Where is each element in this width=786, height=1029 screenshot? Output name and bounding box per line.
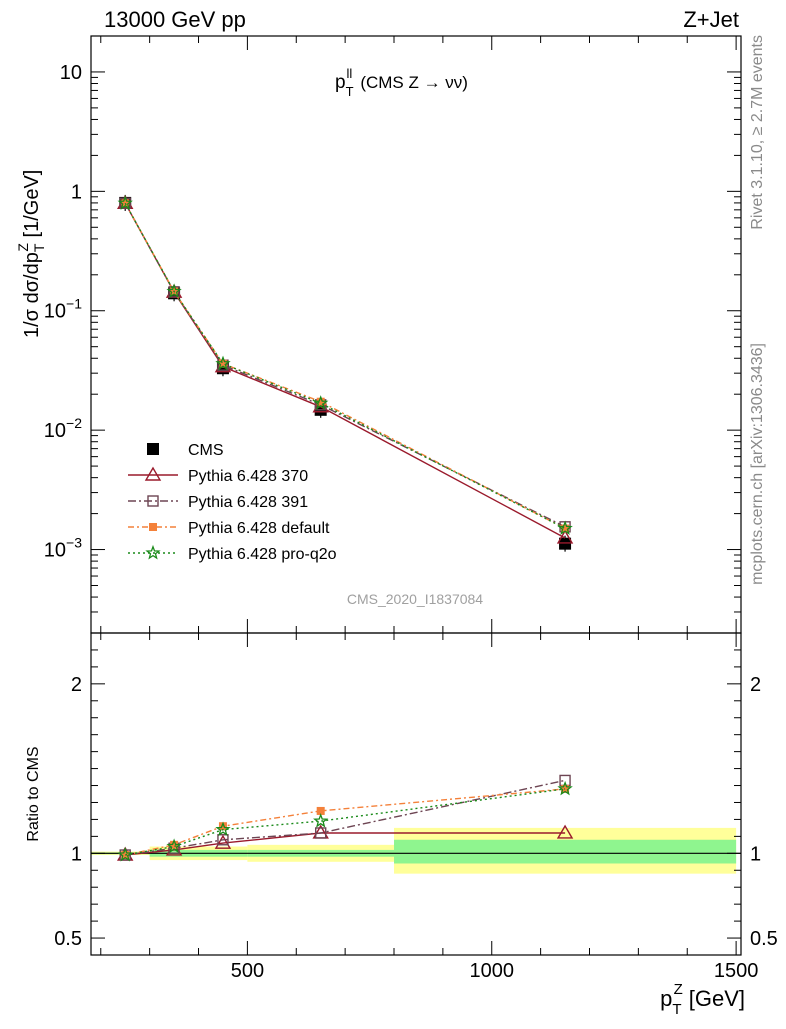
- data-point-pythia-6-428-370: [556, 529, 574, 544]
- main-xticks: [100, 36, 737, 633]
- ratio-line-pythia-6-428-370: [125, 832, 566, 856]
- data-point-pythia-6-428-pro-q2o: [313, 395, 329, 410]
- ratio-marks: [116, 774, 574, 862]
- main-marks: [116, 194, 574, 552]
- ratio-y-tick-label-right: 1: [750, 843, 761, 865]
- ratio-y-tick-label-right: 0.5: [750, 928, 778, 950]
- main-yticks: 10−3 10−2 10−1 1 10: [44, 35, 741, 634]
- header-left: 13000 GeV pp: [104, 7, 246, 32]
- ratio-point-pythia-6-428-pro-q2o: [117, 846, 133, 862]
- series-line-pythia-6-428-pro-q2o: [124, 202, 566, 530]
- ratio-xticks: 500 1000 1500: [100, 633, 759, 982]
- ratio-point-pythia-6-428-default: [170, 840, 179, 849]
- legend: CMS Pythia 6.428 370 Pythia 6.428 391 Pythi…: [128, 442, 337, 563]
- ratio-bands: [91, 827, 737, 874]
- series-line-pythia-6-428-370: [124, 202, 566, 539]
- mcplots-label: mcplots.cern.ch [arXiv:1306.3436]: [749, 343, 766, 585]
- y-tick-label: 10: [60, 62, 82, 84]
- ratio-point-pythia-6-428-370: [556, 824, 574, 839]
- legend-label-cms: CMS: [188, 442, 224, 459]
- ratio-ylabel: Ratio to CMS: [25, 746, 42, 841]
- data-point-pythia-6-428-pro-q2o: [166, 283, 182, 298]
- main-panel: 10−3 10−2 10−1 1 10 pTll (CMS Z → νν) 1/σ dσ/…: [15, 35, 742, 634]
- data-point-pythia-6-428-default: [218, 359, 227, 368]
- ratio-point-pythia-6-428-pro-q2o: [313, 813, 329, 828]
- ratio-line-pythia-6-428-pro-q2o: [125, 788, 566, 856]
- data-point-pythia-6-428-default: [316, 397, 325, 406]
- ratio-point-pythia-6-428-370: [214, 834, 232, 849]
- ratio-frame: [90, 632, 742, 956]
- data-point-pythia-6-428-pro-q2o: [215, 355, 231, 371]
- x-tick-label: 1500: [714, 960, 759, 982]
- legend-marker-cms: [147, 443, 159, 455]
- title-sup: ll: [347, 66, 353, 81]
- legend-marker-pythia-6-428-default: [149, 523, 157, 531]
- xlabel-main: p: [660, 986, 672, 1011]
- ratio-point-pythia-6-428-391: [217, 834, 229, 846]
- main-frame: [90, 35, 742, 634]
- xlabel-sup: Z: [674, 981, 683, 998]
- ratio-y-tick-label-right: 2: [750, 674, 761, 696]
- legend-marker-pythia-6-428-370: [144, 466, 162, 481]
- ratio-point-pythia-6-428-391: [314, 827, 327, 839]
- x-axis-label: pTZ [GeV]: [660, 981, 745, 1018]
- xlabel-rest: [GeV]: [689, 986, 745, 1011]
- ratio-point-pythia-6-428-default: [316, 806, 325, 815]
- ratio-panel: 0.5 0.5 1 1 2 2 500 1000 1500 Ratio to CMS pTZ […: [25, 632, 778, 1018]
- legend-marker-pythia-6-428-pro-q2o: [145, 544, 161, 560]
- x-tick-label: 500: [231, 960, 264, 982]
- ratio-y-tick-label: 2: [71, 674, 82, 696]
- y-tick-label: 1: [71, 181, 82, 203]
- y-tick-label: 10−3: [44, 535, 82, 562]
- y-tick-label: 10−1: [44, 296, 82, 323]
- ratio-line-pythia-6-428-391: [125, 779, 566, 856]
- ratio-point-pythia-6-428-default: [218, 822, 227, 831]
- watermark: CMS_2020_I1837084: [347, 591, 483, 607]
- legend-label-pythia-6-428-pro-q2o: Pythia 6.428 pro-q2o: [188, 546, 337, 563]
- ratio-point-pythia-6-428-pro-q2o: [557, 780, 573, 796]
- title-main: p: [335, 72, 346, 93]
- data-point-pythia-6-428-pro-q2o: [557, 520, 573, 536]
- title-rest: (CMS Z → νν): [360, 73, 468, 92]
- main-ylabel: 1/σ dσ/dpTZ [1/GeV]: [15, 170, 47, 338]
- xlabel-sub: T: [672, 1001, 681, 1018]
- legend-label-pythia-6-428-default: Pythia 6.428 default: [188, 520, 330, 537]
- main-title: pTll (CMS Z → νν): [335, 66, 468, 99]
- title-sub: T: [346, 84, 354, 99]
- x-tick-label: 1000: [470, 960, 515, 982]
- ratio-point-pythia-6-428-pro-q2o: [166, 838, 182, 854]
- y-tick-label: 10−2: [44, 415, 82, 442]
- ratio-point-pythia-6-428-pro-q2o: [215, 821, 231, 837]
- header-right: Z+Jet: [683, 7, 739, 32]
- rivet-label: Rivet 3.1.10, ≥ 2.7M events: [749, 35, 766, 230]
- legend-marker-pythia-6-428-391: [147, 495, 159, 507]
- legend-label-pythia-6-428-391: Pythia 6.428 391: [188, 494, 308, 511]
- legend-label-pythia-6-428-370: Pythia 6.428 370: [188, 468, 308, 485]
- ratio-y-tick-label: 1: [71, 843, 82, 865]
- uncertainty-band-green: [394, 839, 737, 864]
- ratio-yticks: 0.5 0.5 1 1 2 2: [54, 649, 778, 950]
- data-point-pythia-6-428-default: [561, 524, 570, 533]
- data-point-pythia-6-428-pro-q2o: [117, 195, 133, 210]
- ratio-y-tick-label: 0.5: [54, 928, 82, 950]
